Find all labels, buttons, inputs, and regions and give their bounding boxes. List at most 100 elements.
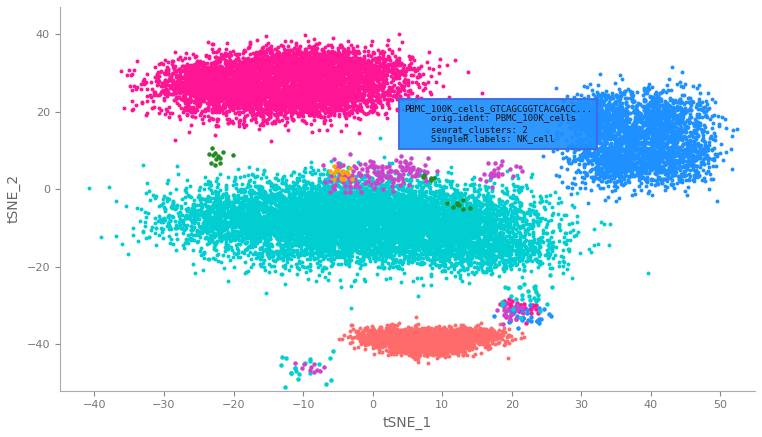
Point (258, 81, 270, 88)
Point (299, 184, 311, 191)
Point (304, 83, 316, 90)
Point (431, 347, 443, 354)
Point (180, 81, 192, 88)
Point (586, 111, 598, 118)
Point (368, 70, 380, 77)
Point (303, 44, 315, 51)
Point (473, 333, 485, 340)
Point (288, 76, 300, 83)
Point (597, 149, 610, 156)
Point (403, 331, 415, 338)
Point (420, 198, 432, 205)
Point (336, 62, 348, 69)
Point (239, 222, 251, 229)
Point (440, 216, 452, 223)
Point (300, 212, 312, 219)
Point (554, 116, 566, 123)
Point (508, 258, 520, 265)
Point (388, 218, 400, 225)
Point (676, 69, 688, 76)
Point (209, 209, 221, 216)
Point (309, 75, 321, 82)
Point (206, 205, 218, 212)
Point (331, 219, 343, 226)
Point (267, 91, 279, 98)
Point (469, 329, 482, 336)
Point (466, 336, 479, 343)
Point (667, 145, 679, 152)
Point (395, 194, 408, 201)
Point (578, 153, 590, 160)
Point (429, 228, 441, 235)
Point (351, 84, 363, 91)
Point (604, 129, 616, 136)
Point (352, 259, 364, 266)
Point (519, 230, 531, 237)
Point (478, 196, 490, 203)
Point (227, 206, 239, 213)
Point (603, 94, 615, 101)
Point (654, 131, 666, 138)
Point (293, 110, 306, 117)
Point (245, 57, 258, 64)
Point (304, 97, 316, 104)
Point (552, 116, 565, 123)
Point (628, 97, 640, 104)
Point (480, 238, 492, 245)
Point (520, 217, 532, 224)
Point (301, 242, 313, 249)
Point (326, 193, 338, 200)
Point (197, 90, 210, 97)
Point (288, 216, 300, 223)
Point (434, 222, 447, 229)
Point (676, 133, 688, 140)
Point (582, 101, 594, 108)
Point (272, 64, 284, 71)
Point (685, 102, 697, 109)
Point (299, 63, 311, 70)
Point (501, 236, 513, 243)
Point (283, 102, 295, 109)
Point (458, 220, 470, 227)
Point (260, 110, 272, 117)
Point (287, 224, 299, 231)
Point (184, 75, 197, 82)
Point (615, 162, 627, 169)
Point (223, 81, 235, 88)
Point (397, 331, 409, 338)
Point (331, 75, 343, 82)
Point (233, 118, 245, 125)
Point (261, 221, 274, 228)
Point (356, 226, 368, 233)
Point (465, 339, 477, 346)
Point (369, 181, 381, 188)
Point (157, 88, 169, 95)
Point (338, 332, 350, 339)
Point (373, 83, 386, 90)
Point (196, 97, 208, 104)
Point (315, 218, 328, 225)
Point (322, 245, 334, 252)
Point (207, 74, 219, 81)
Point (420, 225, 432, 232)
Point (338, 183, 351, 190)
Point (389, 188, 401, 195)
Point (610, 144, 623, 151)
Point (233, 96, 245, 103)
Point (275, 63, 287, 70)
Point (647, 115, 659, 122)
Point (671, 115, 683, 122)
Point (377, 227, 389, 234)
Point (399, 222, 411, 229)
Point (255, 256, 267, 263)
Point (171, 80, 184, 87)
Point (339, 59, 351, 66)
Point (207, 221, 219, 228)
Point (293, 96, 305, 103)
Point (365, 210, 377, 217)
Point (287, 178, 299, 185)
Point (223, 92, 235, 99)
Point (255, 88, 267, 95)
Point (181, 79, 194, 86)
Point (606, 104, 618, 111)
